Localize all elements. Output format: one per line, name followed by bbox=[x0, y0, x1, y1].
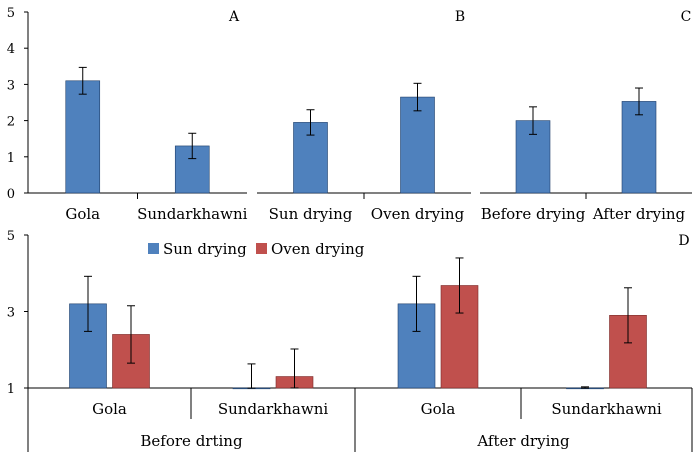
panel-a-error-bar-sundarkhawni bbox=[188, 132, 197, 160]
legend-swatch-sun-drying bbox=[148, 243, 159, 254]
panel-d-error-bar-oven-drying-before-drting-sundarkhawni bbox=[290, 348, 299, 389]
panel-b-category-label-sun-drying: Sun drying bbox=[269, 205, 353, 223]
panel-a-error-bar-gola bbox=[78, 66, 87, 95]
panel-c-category-label-before-drying: Before drying bbox=[481, 205, 586, 223]
panel-a: A 0 1 2 3 4 5 Gola Sundarkhawni bbox=[7, 6, 248, 223]
panel-d-error-bar-sun-drying-after-drying-gola bbox=[412, 275, 421, 332]
panel-d-y-tick-label-1: 1 bbox=[7, 382, 15, 397]
y-tick-label-4: 4 bbox=[7, 42, 15, 57]
panel-c: C Before drying After drying bbox=[480, 9, 692, 223]
legend: Sun drying Oven drying bbox=[148, 240, 365, 258]
panel-d-category-label-gola: Gola bbox=[421, 400, 456, 418]
legend-label-oven-drying: Oven drying bbox=[271, 240, 365, 258]
panel-d-letter: D bbox=[678, 233, 689, 249]
panel-a-letter: A bbox=[228, 9, 240, 25]
panel-d-error-bar-sun-drying-before-drting-gola bbox=[84, 275, 92, 332]
panel-d-category-label-sundarkhawni: Sundarkhawni bbox=[218, 400, 329, 418]
panel-b-letter: B bbox=[455, 9, 465, 25]
panel-b-error-bar-oven-drying bbox=[413, 82, 422, 112]
panel-d-y-tick-label-5: 5 bbox=[7, 229, 15, 244]
panel-a-category-label-gola: Gola bbox=[65, 205, 100, 223]
y-tick-label-5: 5 bbox=[7, 6, 15, 21]
legend-swatch-oven-drying bbox=[256, 243, 267, 254]
panel-d-error-bar-sun-drying-before-drting-sundarkhawni bbox=[247, 363, 256, 389]
panel-d-category-label-gola: Gola bbox=[92, 400, 127, 418]
y-tick-label-1: 1 bbox=[7, 151, 15, 166]
legend-label-sun-drying: Sun drying bbox=[163, 240, 247, 258]
y-tick-label-2: 2 bbox=[7, 115, 15, 130]
panel-d-group-label-after-drying: After drying bbox=[476, 432, 570, 450]
panel-c-letter: C bbox=[681, 9, 692, 25]
y-tick-label-0: 0 bbox=[7, 187, 15, 202]
panel-b-category-label-oven-drying: Oven drying bbox=[371, 205, 465, 223]
panel-a-category-label-sundarkhawni: Sundarkhawni bbox=[137, 205, 248, 223]
panel-b: B Sun drying Oven drying bbox=[257, 9, 471, 223]
panel-d-error-bar-oven-drying-after-drying-sundarkhawni bbox=[624, 287, 632, 344]
panel-c-error-bar-before-drying bbox=[529, 106, 537, 135]
panel-d-group-label-before-drting: Before drting bbox=[140, 432, 243, 450]
panel-d-category-label-sundarkhawni: Sundarkhawni bbox=[551, 400, 662, 418]
panel-c-category-label-after-drying: After drying bbox=[592, 205, 686, 223]
y-tick-label-3: 3 bbox=[7, 78, 15, 93]
panel-d-y-tick-label-3: 3 bbox=[7, 306, 15, 321]
panel-d: D 1 3 5 Gola Sundarkhawni Gola Sundarkhawni Be… bbox=[7, 229, 693, 452]
panel-d-error-bar-sun-drying-after-drying-sundarkhawni bbox=[581, 386, 589, 389]
panel-c-error-bar-after-drying bbox=[635, 87, 643, 116]
panel-d-error-bar-oven-drying-before-drting-gola bbox=[127, 305, 135, 364]
panel-a-bar-gola bbox=[65, 80, 101, 194]
panel-b-bar-oven-drying bbox=[400, 96, 435, 194]
panel-d-error-bar-oven-drying-after-drying-gola bbox=[455, 257, 464, 314]
panel-b-error-bar-sun-drying bbox=[306, 109, 315, 136]
